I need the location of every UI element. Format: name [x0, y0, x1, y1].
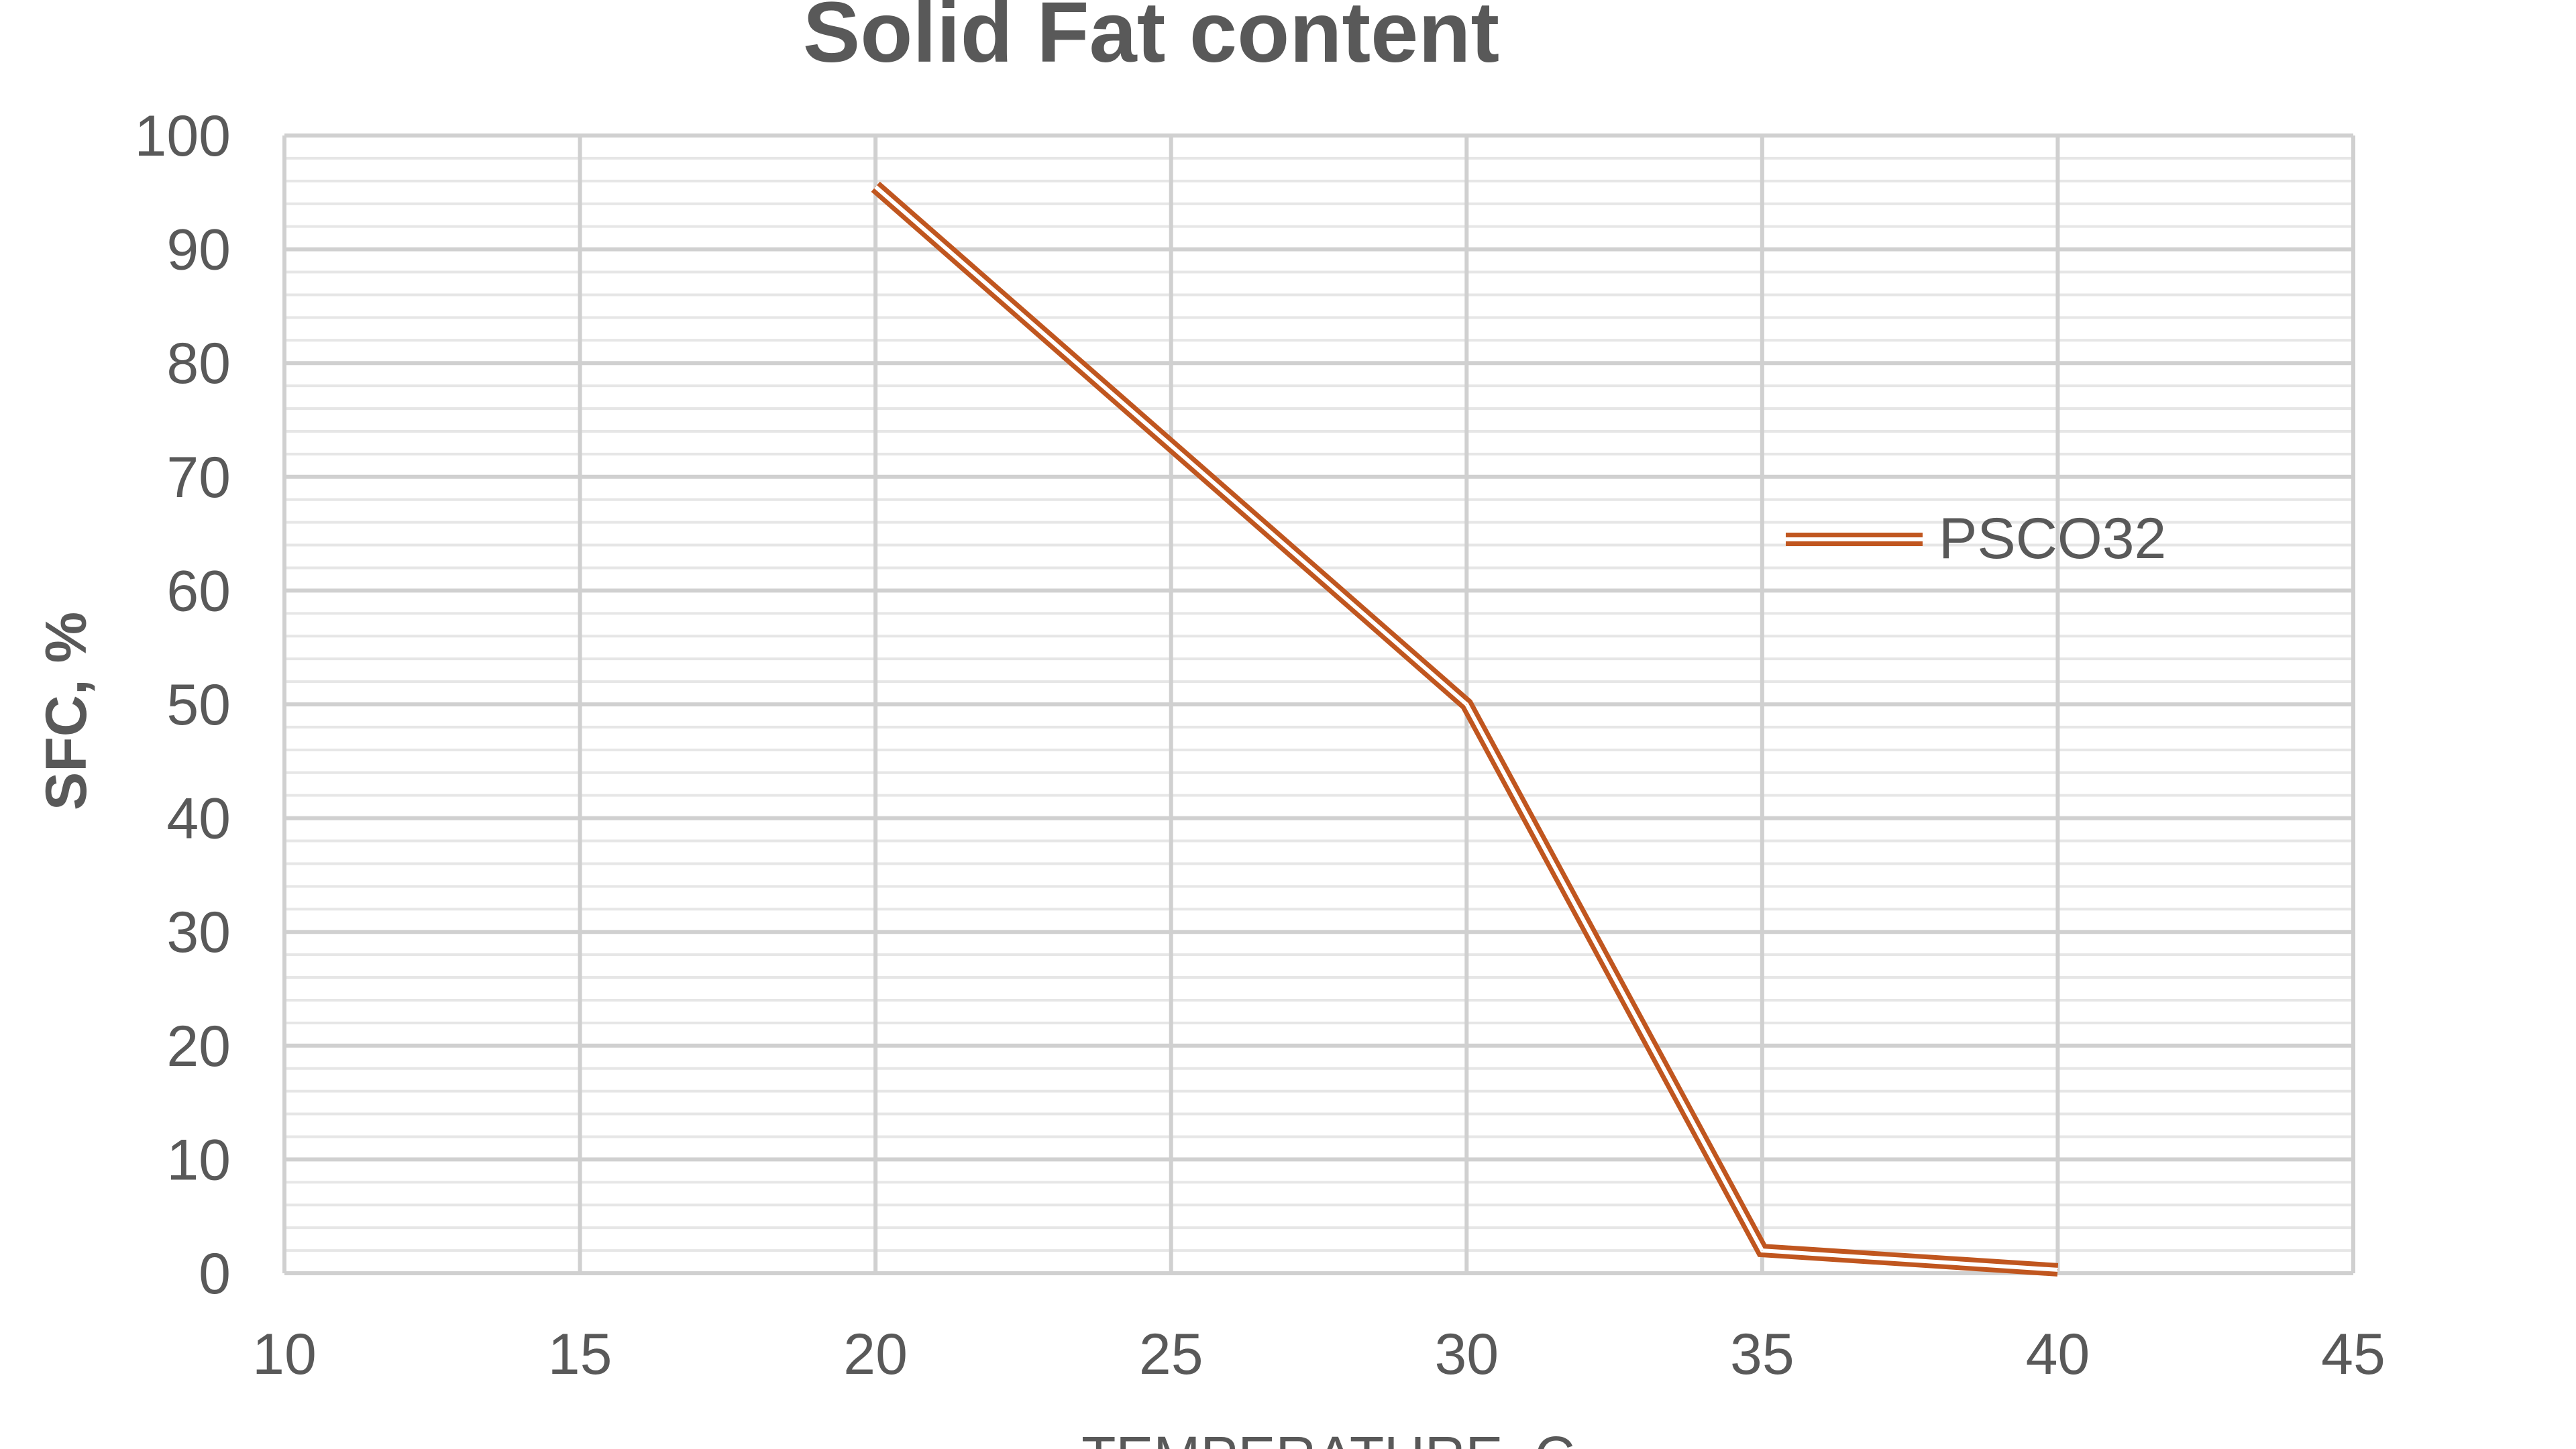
- y-tick-label: 100: [135, 104, 231, 168]
- y-tick-label: 0: [199, 1242, 231, 1306]
- y-tick-label: 70: [166, 445, 231, 510]
- data-point: [875, 186, 876, 187]
- y-tick-label: 20: [166, 1014, 231, 1079]
- y-tick-label: 10: [166, 1128, 231, 1192]
- y-tick-label: 40: [166, 787, 231, 851]
- x-tick-label: 30: [1434, 1322, 1499, 1387]
- x-tick-label: 45: [2321, 1322, 2385, 1387]
- x-tick-label: 10: [252, 1322, 317, 1387]
- legend: PSCO32: [1786, 506, 2166, 571]
- x-tick-label: 35: [1730, 1322, 1794, 1387]
- legend-label-psco32: PSCO32: [1939, 506, 2166, 571]
- data-point: [2057, 1269, 2058, 1271]
- data-point: [1466, 704, 1467, 705]
- y-tick-label: 80: [166, 331, 231, 396]
- x-tick-label: 40: [2026, 1322, 2090, 1387]
- y-tick-label: 30: [166, 900, 231, 965]
- x-tick-label: 15: [548, 1322, 612, 1387]
- y-tick-labels: 0 10 20 30 40 50 60 70 80 90 100: [135, 104, 231, 1306]
- x-tick-labels: 10 15 20 25 30 35 40 45: [252, 1322, 2385, 1387]
- y-tick-label: 60: [166, 559, 231, 623]
- series-line-highlight: [874, 185, 2058, 1272]
- y-tick-label: 90: [166, 218, 231, 282]
- x-tick-label: 25: [1139, 1322, 1203, 1387]
- major-gridlines: [282, 133, 2355, 1275]
- x-axis-label: TEMPERATURE, C: [1081, 1425, 1575, 1449]
- x-tick-label: 20: [843, 1322, 908, 1387]
- chart-title: Solid Fat content: [803, 0, 1499, 80]
- series-layer: [871, 181, 2059, 1277]
- y-tick-label: 50: [166, 673, 231, 737]
- y-axis-label: SFC, %: [34, 612, 99, 810]
